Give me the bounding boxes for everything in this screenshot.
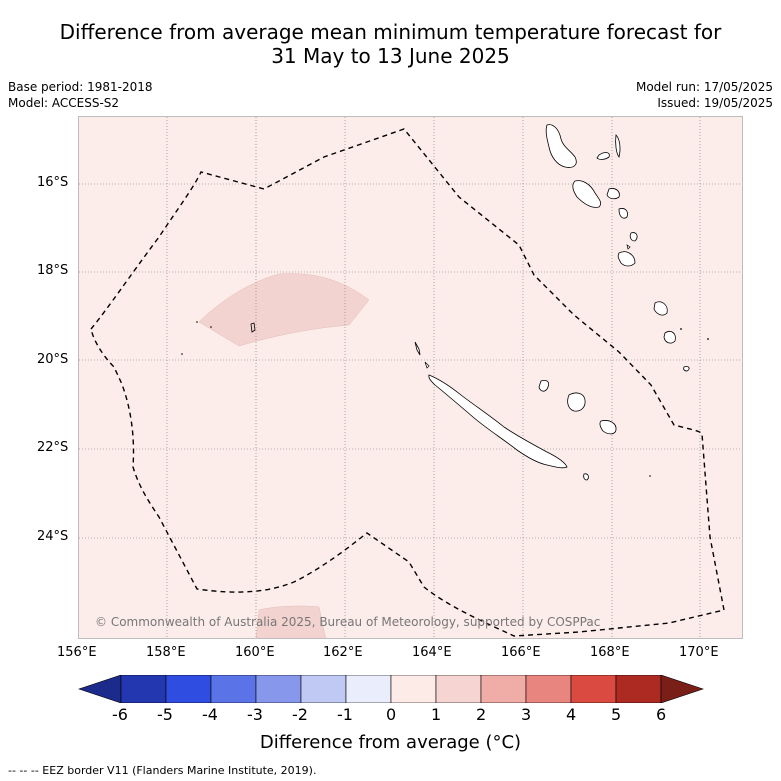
islet-east-c <box>707 338 709 340</box>
colorbar-tick-3: 3 <box>521 705 532 724</box>
colorbar-tick-6: 6 <box>656 705 667 724</box>
colorbar-bin <box>570 675 617 703</box>
colorbar-tick-2: 2 <box>476 705 487 724</box>
colorbar-tick-1: 1 <box>431 705 442 724</box>
chesterfield-islet-c <box>210 326 212 328</box>
colorbar <box>78 675 704 703</box>
efate <box>629 232 638 242</box>
issued-date: Issued: 19/05/2025 <box>657 96 773 110</box>
epi-shepherds <box>618 208 628 219</box>
colorbar-bin <box>390 675 437 703</box>
walpole-island <box>649 475 651 477</box>
lat-label-18s: 18°S <box>37 263 69 278</box>
ambae <box>596 152 610 160</box>
map-canvas <box>79 117 742 638</box>
base-period: Base period: 1981-2018 <box>8 80 153 94</box>
belep-islands <box>414 341 421 356</box>
colorbar-tick-neg6: -6 <box>112 705 128 724</box>
colorbar-bin <box>615 675 662 703</box>
islet-east-a <box>683 366 690 372</box>
colorbar-tick-neg2: -2 <box>292 705 308 724</box>
colorbar-bin <box>300 675 347 703</box>
lon-label-156e: 156°E <box>57 645 97 660</box>
malekula <box>572 180 602 208</box>
lat-label-24s: 24°S <box>37 529 69 544</box>
lon-label-166e: 166°E <box>501 645 541 660</box>
colorbar-bin <box>480 675 527 703</box>
chesterfield-islet-a <box>181 353 183 355</box>
colorbar-extend-low <box>78 675 122 703</box>
islet-east-b <box>680 328 682 330</box>
lat-label-22s: 22°S <box>37 440 69 455</box>
maewo <box>615 134 621 158</box>
colorbar-tick-4: 4 <box>566 705 577 724</box>
colorbar-tick-0: 0 <box>386 705 397 724</box>
lat-label-20s: 20°S <box>37 352 69 367</box>
colorbar-tick-neg1: -1 <box>337 705 353 724</box>
map-panel: © Commonwealth of Australia 2025, Bureau… <box>78 116 743 639</box>
lat-label-16s: 16°S <box>37 175 69 190</box>
colorbar-bin <box>255 675 302 703</box>
new-caledonia-grande-terre <box>428 374 568 469</box>
lon-label-164e: 164°E <box>412 645 452 660</box>
lon-label-168e: 168°E <box>590 645 630 660</box>
anomaly-patch-south <box>255 605 326 638</box>
islet-north-nc <box>424 361 430 369</box>
model-name: Model: ACCESS-S2 <box>8 96 120 110</box>
hunter-matthew-a <box>653 301 668 316</box>
colorbar-tick-neg5: -5 <box>157 705 173 724</box>
colorbar-tick-neg3: -3 <box>247 705 263 724</box>
colorbar-bin <box>210 675 257 703</box>
chesterfield-islet-b <box>196 321 198 323</box>
colorbar-tick-5: 5 <box>611 705 622 724</box>
small-vanuatu-islets <box>626 244 631 250</box>
mare-island <box>599 420 617 435</box>
eez-border <box>90 128 725 637</box>
eez-footnote: -- -- -- EEZ border V11 (Flanders Marine… <box>8 764 317 777</box>
lon-label-160e: 160°E <box>235 645 275 660</box>
colorbar-bin <box>525 675 572 703</box>
chesterfield-reef <box>250 322 256 333</box>
copyright-notice: © Commonwealth of Australia 2025, Bureau… <box>95 615 601 629</box>
colorbar-title: Difference from average (°C) <box>259 732 522 753</box>
erromango <box>617 251 636 267</box>
lifou-island <box>567 392 586 412</box>
model-run: Model run: 17/05/2025 <box>635 80 773 94</box>
map-title-line1: Difference from average mean minimum tem… <box>59 20 722 44</box>
lon-label-170e: 170°E <box>679 645 719 660</box>
colorbar-tick-neg4: -4 <box>202 705 218 724</box>
map-title-line2: 31 May to 13 June 2025 <box>271 44 510 68</box>
colorbar-bin <box>345 675 392 703</box>
espiritu-santo <box>545 124 577 168</box>
anomaly-patch-west <box>198 273 370 347</box>
isle-of-pines <box>583 473 589 481</box>
lon-label-158e: 158°E <box>146 645 186 660</box>
colorbar-bin <box>120 675 167 703</box>
ouvea-island <box>538 380 549 392</box>
hunter-matthew-b <box>663 331 676 344</box>
colorbar-bin <box>165 675 212 703</box>
colorbar-extend-high <box>660 675 704 703</box>
pentecost-ambrym <box>606 188 620 200</box>
lon-label-162e: 162°E <box>323 645 363 660</box>
colorbar-bin <box>435 675 482 703</box>
